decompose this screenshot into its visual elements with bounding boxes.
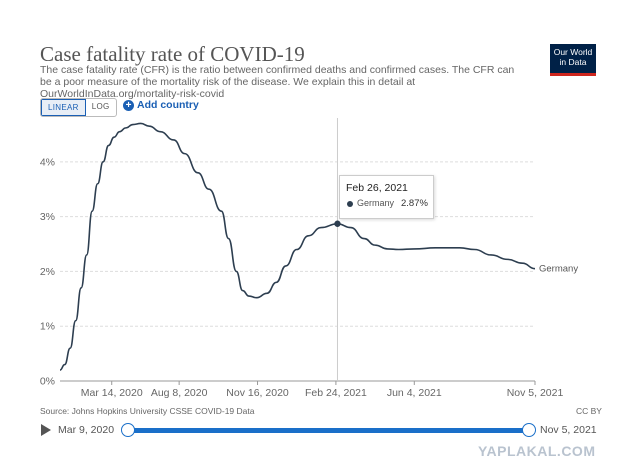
y-tick-label: 4% <box>40 156 55 168</box>
x-tick-label: Nov 16, 2020 <box>226 387 289 399</box>
y-axis-ticks: 0% 1% 2% 3% 4% <box>40 156 55 387</box>
scale-toggle[interactable]: LINEAR LOG <box>40 98 117 117</box>
play-icon[interactable] <box>41 424 51 436</box>
tooltip-entity: Germany <box>357 198 395 208</box>
y-tick-label: 1% <box>40 321 55 333</box>
tooltip-value: 2.87% <box>401 198 428 209</box>
timeline-end-label: Nov 5, 2021 <box>540 424 597 436</box>
chart-subtitle: The case fatality rate (CFR) is the rati… <box>40 64 515 100</box>
x-tick-label: Feb 24, 2021 <box>305 387 367 399</box>
timeline-start-label: Mar 9, 2020 <box>58 424 115 436</box>
source-note[interactable]: Source: Johns Hopkins University CSSE CO… <box>40 406 255 416</box>
watermark: YAPLAKAL.COM <box>478 443 596 459</box>
series-dot-icon <box>347 201 353 207</box>
log-scale-button[interactable]: LOG <box>91 102 110 111</box>
x-tick-label: Nov 5, 2021 <box>507 387 564 399</box>
x-tick-label: Aug 8, 2020 <box>151 387 208 399</box>
tooltip-date: Feb 26, 2021 <box>346 182 408 194</box>
y-tick-label: 3% <box>40 211 55 223</box>
linear-scale-button[interactable]: LINEAR <box>41 99 86 116</box>
chart-title: Case fatality rate of COVID-19 <box>40 42 305 66</box>
grid-lines <box>60 161 535 382</box>
y-tick-label: 2% <box>40 266 55 278</box>
highlight-point <box>334 220 341 227</box>
license-link[interactable]: CC BY <box>576 406 602 416</box>
add-country-button[interactable]: + Add country <box>123 99 199 111</box>
tooltip: Feb 26, 2021 Germany 2.87% <box>339 175 434 219</box>
x-tick-label: Jun 4, 2021 <box>387 387 442 399</box>
timeline-start-handle[interactable] <box>121 423 135 437</box>
owid-logo[interactable]: Our World in Data <box>550 44 596 76</box>
plus-icon: + <box>123 99 134 111</box>
series-line-germany <box>59 122 536 371</box>
x-tick-label: Mar 14, 2020 <box>81 387 143 399</box>
add-country-label: Add country <box>137 99 199 111</box>
timeline-end-handle[interactable] <box>522 423 536 437</box>
series-label-germany: Germany <box>539 264 578 275</box>
y-tick-label: 0% <box>40 376 55 388</box>
timeline-track[interactable] <box>127 428 528 433</box>
x-axis-ticks: Mar 14, 2020 Aug 8, 2020 Nov 16, 2020 Feb 2… <box>81 381 564 399</box>
